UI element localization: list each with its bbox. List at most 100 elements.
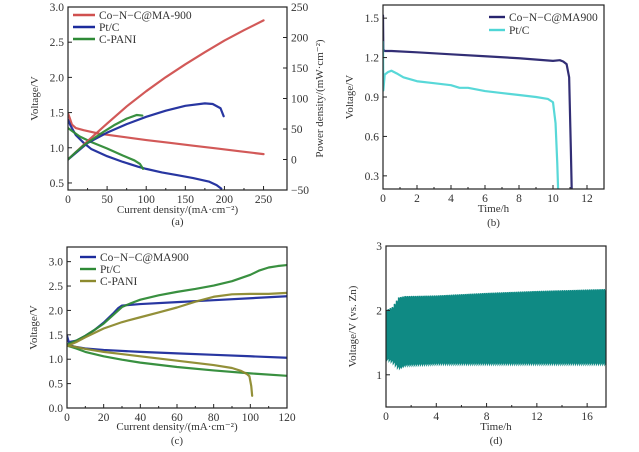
plot-area <box>383 14 573 189</box>
legend-item: Pt/C <box>73 22 120 34</box>
x-tick-label: 0 <box>64 412 70 424</box>
x-tick-label: 6 <box>482 193 488 205</box>
chart-panel-a: 0 50 100 150 200 250 0.5 1.0 1.5 2.0 2.5 3.0 −50 0 50 1… <box>29 2 326 228</box>
y2-tick-label: 0 <box>291 155 297 167</box>
y-tick-label: 2.5 <box>49 281 64 293</box>
y-axis-label: Voltage/V <box>29 76 41 120</box>
y-tick-label: 0.3 <box>365 171 380 183</box>
x-tick-label: 80 <box>208 412 220 424</box>
legend-item: Pt/C <box>80 264 121 276</box>
y2-tick-label: 250 <box>291 2 309 14</box>
plot-area <box>67 263 287 397</box>
y2-tick-label: −50 <box>291 185 309 197</box>
x-tick-label: 4 <box>433 411 439 423</box>
x-tick-label: 8 <box>484 411 490 423</box>
legend-label: Co−N−C@MA900 <box>509 12 598 24</box>
series-a-5-power <box>68 113 144 161</box>
y-tick-label: 2.5 <box>50 37 65 49</box>
panel-label: (d) <box>490 435 503 447</box>
x-tick-label: 20 <box>98 412 110 424</box>
chart-panel-c: 0 20 40 60 80 100 120 0.0 0.5 1.0 1.5 2.0 2.5 3.0 Curr… <box>28 246 296 447</box>
y-tick-label: 3.0 <box>50 2 65 14</box>
panel-label: (c) <box>171 435 184 447</box>
plot-area <box>386 288 606 371</box>
y-tick-label: 0.0 <box>49 403 64 415</box>
y2-tick-label: 100 <box>291 94 309 106</box>
series-c-0-charge <box>67 295 287 344</box>
x-tick-label: 0 <box>383 411 389 423</box>
series-c-3-discharge <box>67 344 287 377</box>
y-tick-label: 2 <box>376 305 382 317</box>
y-tick-label: 0.5 <box>49 379 64 391</box>
x-tick-label: 50 <box>101 194 113 206</box>
legend-item: C-PANI <box>73 34 136 46</box>
series-d-cycling <box>386 288 606 371</box>
legend-item: Co−N−C@MA900 <box>80 252 189 264</box>
y-tick-label: 3 <box>376 241 382 253</box>
y-tick-label: 1.5 <box>49 330 64 342</box>
x-tick-label: 150 <box>177 194 195 206</box>
legend-label: C-PANI <box>99 34 136 46</box>
x-tick-label: 12 <box>531 411 543 423</box>
series-b-0 <box>383 14 573 189</box>
x-tick-label: 60 <box>171 412 183 424</box>
x-tick-label: 4 <box>448 193 454 205</box>
series-c-4-charge <box>67 291 287 348</box>
y-axis-label: Voltage/V <box>28 305 40 349</box>
x-tick-label: 250 <box>255 194 273 206</box>
x-axis-label: Current density/(mA·cm⁻²) <box>116 421 238 433</box>
x-tick-label: 8 <box>516 193 522 205</box>
y2-tick-label: 150 <box>291 63 309 75</box>
x-tick-label: 0 <box>380 193 386 205</box>
x-tick-label: 100 <box>138 194 156 206</box>
legend-item: Co−N−C@MA900 <box>489 12 598 24</box>
legend-item: Co−N−C@MA-900 <box>73 10 192 22</box>
y2-axis-label: Power density/(mW·cm⁻²) <box>314 39 326 157</box>
y-tick-label: 0.6 <box>365 131 380 143</box>
x-tick-label: 0 <box>65 194 71 206</box>
x-tick-label: 16 <box>581 411 593 423</box>
series-a-1-voltage <box>68 118 223 190</box>
x-tick-label: 100 <box>242 412 260 424</box>
legend-label: Co−N−C@MA900 <box>100 252 189 264</box>
y-tick-label: 1.2 <box>365 53 380 65</box>
legend-item: C-PANI <box>80 276 137 288</box>
x-tick-label: 2 <box>414 193 420 205</box>
y-tick-label: 1.5 <box>50 108 65 120</box>
series-a-2-voltage <box>68 126 145 170</box>
x-tick-label: 120 <box>278 412 296 424</box>
x-tick-label: 200 <box>216 194 234 206</box>
y-tick-label: 1 <box>376 370 382 382</box>
x-tick-label: 10 <box>547 193 559 205</box>
x-tick-label: 12 <box>581 193 593 205</box>
legend-label: Co−N−C@MA-900 <box>99 10 192 22</box>
series-c-2-charge <box>67 263 287 346</box>
panel-label: (b) <box>487 217 500 229</box>
series-a-4-power <box>68 102 225 161</box>
legend-label: Pt/C <box>509 25 530 37</box>
legend-item: Pt/C <box>489 25 530 37</box>
y2-tick-label: 50 <box>291 124 303 136</box>
y2-tick-label: 200 <box>291 33 309 45</box>
y-tick-label: 0.5 <box>50 178 65 190</box>
panel-label: (a) <box>171 216 184 228</box>
y-tick-label: 0.9 <box>365 92 380 104</box>
y-axis-label: Voltage/V (vs. Zn) <box>347 285 359 367</box>
y-tick-label: 1.0 <box>49 354 64 366</box>
y-tick-label: 1.0 <box>50 143 65 155</box>
series-c-5-discharge <box>67 344 254 397</box>
series-b-1 <box>383 40 560 189</box>
chart-panel-b: 0 2 4 6 8 10 12 0.3 0.6 0.9 1.2 1.5 Time/h Voltage/V (… <box>344 4 605 229</box>
plot-area <box>68 19 265 190</box>
x-axis-label: Current density/(mA·cm⁻²) <box>117 204 239 216</box>
x-axis-label: Time/h <box>478 203 510 215</box>
legend-label: C-PANI <box>100 276 137 288</box>
y-tick-label: 2.0 <box>50 72 65 84</box>
legend-label: Pt/C <box>99 22 120 34</box>
legend-label: Pt/C <box>100 264 121 276</box>
y-tick-label: 3.0 <box>49 257 64 269</box>
y-tick-label: 2.0 <box>49 305 64 317</box>
x-tick-label: 40 <box>135 412 147 424</box>
